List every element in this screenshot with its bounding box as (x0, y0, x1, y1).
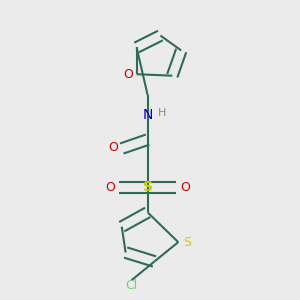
Text: O: O (109, 140, 118, 154)
Text: S: S (183, 236, 191, 249)
Text: Cl: Cl (125, 279, 138, 292)
Text: O: O (123, 68, 133, 81)
Text: O: O (106, 181, 116, 194)
Text: N: N (142, 108, 153, 122)
Text: S: S (142, 180, 153, 194)
Text: H: H (158, 108, 166, 118)
Text: O: O (180, 181, 190, 194)
